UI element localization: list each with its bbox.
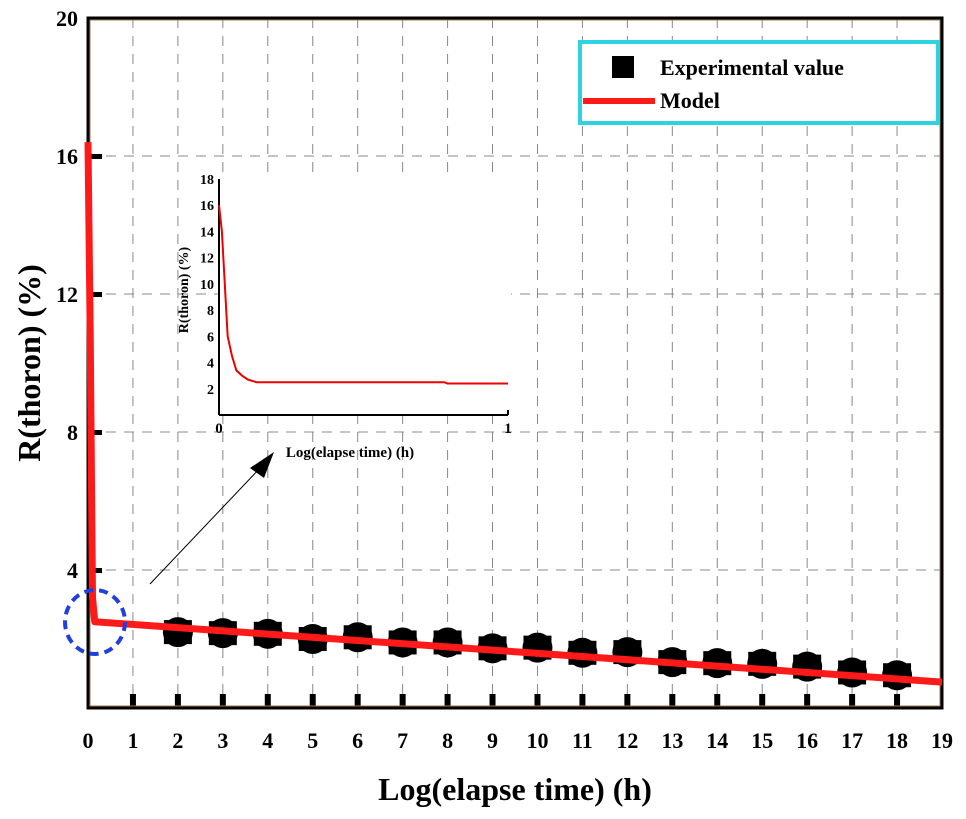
experimental-point — [747, 648, 778, 679]
inset-y-tick-label: 18 — [200, 173, 214, 188]
x-tick-mark — [849, 694, 856, 707]
inset-chart: 2 4 6 8 10 12 14 16 18 0 1 — [200, 173, 512, 437]
y-tick-label: 16 — [56, 144, 78, 169]
point-core — [432, 627, 463, 658]
x-tick-mark — [174, 694, 181, 707]
x-tick-mark — [444, 694, 451, 707]
y-tick-label: 12 — [56, 282, 78, 307]
x-tick-mark — [129, 694, 136, 707]
experimental-point — [432, 627, 463, 658]
experimental-point — [792, 651, 823, 682]
x-tick-mark — [309, 694, 316, 707]
x-tick-label: 0 — [83, 728, 94, 753]
x-tick-label: 5 — [307, 728, 318, 753]
y-tick-label: 4 — [67, 558, 78, 583]
x-tick-label: 6 — [352, 728, 363, 753]
x-tick-mark — [714, 694, 721, 707]
inset-y-tick-label: 8 — [207, 304, 214, 319]
y-tick-mark — [90, 292, 102, 297]
legend-label-experimental: Experimental value — [660, 55, 844, 80]
zoom-arrow-line — [149, 465, 263, 585]
x-tick-label: 7 — [397, 728, 408, 753]
legend-marker-experimental — [612, 56, 634, 78]
x-tick-label: 17 — [841, 728, 863, 753]
x-tick-mark — [399, 694, 406, 707]
inset-y-tick-label: 16 — [200, 199, 214, 214]
tick-marks — [90, 154, 901, 707]
point-core — [747, 648, 778, 679]
x-tick-label: 8 — [442, 728, 453, 753]
x-tick-mark — [534, 694, 541, 707]
inset-x-tick-label: 0 — [215, 421, 223, 437]
highlight-ellipse — [63, 588, 127, 656]
inset-y-axis-label: R(thoron) (%) — [177, 246, 192, 333]
x-tick-label: 19 — [931, 728, 953, 753]
inset-model-line — [218, 205, 508, 385]
x-tick-label: 11 — [572, 728, 593, 753]
x-tick-mark — [219, 694, 226, 707]
point-core — [792, 651, 823, 682]
x-tick-mark — [804, 694, 811, 707]
x-tick-mark — [759, 694, 766, 707]
x-tick-label: 4 — [262, 728, 273, 753]
inset-y-tick-label: 14 — [200, 225, 214, 240]
model-line — [84, 142, 943, 686]
y-tick-mark — [90, 430, 102, 435]
x-tick-mark — [624, 694, 631, 707]
y-tick-label: 20 — [56, 6, 78, 31]
inset-y-tick-label: 6 — [207, 330, 214, 345]
x-tick-label: 1 — [127, 728, 138, 753]
x-tick-mark — [894, 694, 901, 707]
x-tick-mark — [579, 694, 586, 707]
x-tick-label: 15 — [751, 728, 773, 753]
x-tick-label: 10 — [526, 728, 548, 753]
x-axis-label: Log(elapse time) (h) — [378, 771, 652, 807]
x-tick-label: 12 — [616, 728, 638, 753]
x-tick-label: 16 — [796, 728, 818, 753]
x-tick-label: 9 — [487, 728, 498, 753]
inset-background — [219, 176, 511, 416]
inset-y-tick-label: 4 — [207, 357, 214, 372]
x-tick-mark — [489, 694, 496, 707]
x-tick-label: 14 — [706, 728, 728, 753]
x-tick-labels: 0 1 2 3 4 5 6 7 8 9 10 11 12 13 14 15 16 17 18 19 — [83, 728, 954, 753]
experimental-point — [162, 617, 193, 648]
x-tick-label: 2 — [172, 728, 183, 753]
inset-x-axis-label: Log(elapse time) (h) — [286, 445, 414, 461]
y-tick-mark — [90, 154, 102, 159]
zoom-arrow-head — [250, 452, 274, 478]
y-tick-mark — [90, 568, 102, 573]
x-tick-mark — [354, 694, 361, 707]
x-tick-mark — [669, 694, 676, 707]
legend-box — [578, 40, 940, 125]
inset-x-tick-label: 1 — [504, 421, 512, 437]
x-tick-label: 13 — [661, 728, 683, 753]
y-tick-label: 8 — [67, 420, 78, 445]
legend-label-model: Model — [660, 88, 720, 113]
inset-y-tick-label: 2 — [207, 383, 214, 398]
y-tick-labels: 4 8 12 16 20 — [56, 6, 78, 583]
inset-y-tick-label: 12 — [200, 252, 214, 267]
experimental-point — [522, 632, 553, 663]
inset-y-tick-label: 10 — [200, 278, 214, 293]
x-tick-label: 3 — [217, 728, 228, 753]
point-core — [522, 632, 553, 663]
x-tick-mark — [264, 694, 271, 707]
point-core — [162, 617, 193, 648]
y-axis-label: R(thoron) (%) — [11, 264, 47, 462]
x-tick-label: 18 — [886, 728, 908, 753]
